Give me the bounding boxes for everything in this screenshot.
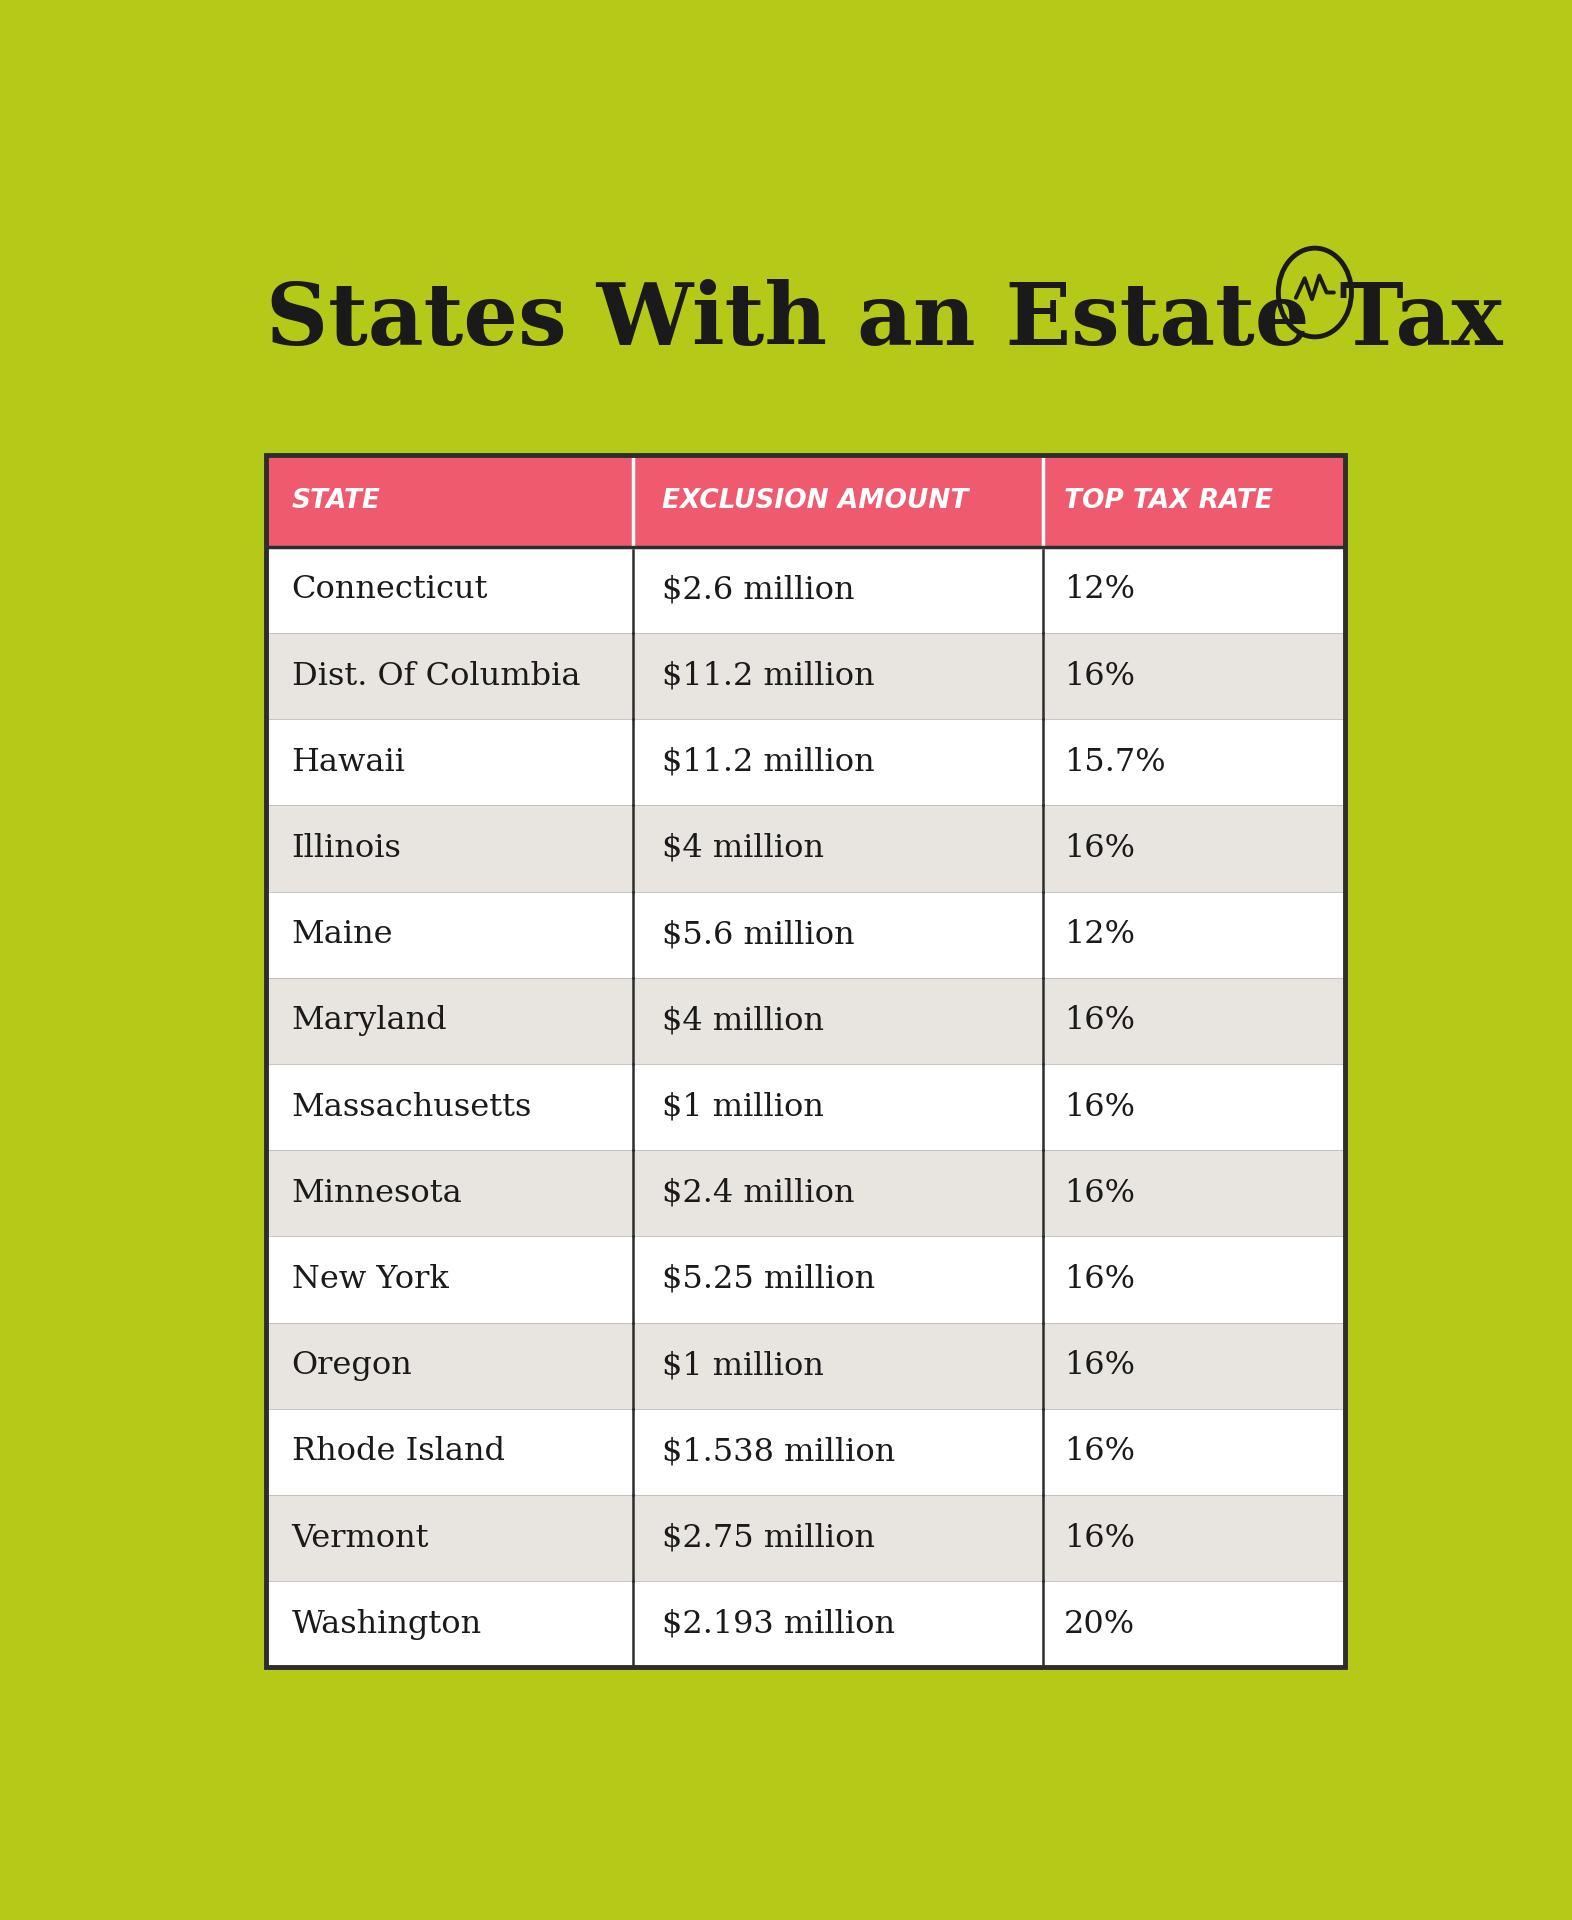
Text: $5.25 million: $5.25 million xyxy=(662,1263,874,1294)
Text: 16%: 16% xyxy=(1064,1350,1135,1380)
Text: 15.7%: 15.7% xyxy=(1064,747,1166,778)
Text: $1.538 million: $1.538 million xyxy=(662,1436,894,1467)
Bar xyxy=(266,977,1346,1064)
Bar xyxy=(266,804,1346,891)
Text: Minnesota: Minnesota xyxy=(292,1177,462,1210)
Text: Vermont: Vermont xyxy=(292,1523,429,1553)
Text: Washington: Washington xyxy=(292,1609,481,1640)
Text: Massachusetts: Massachusetts xyxy=(292,1092,531,1123)
Text: Maryland: Maryland xyxy=(292,1006,448,1037)
Text: 16%: 16% xyxy=(1064,1006,1135,1037)
Text: Maine: Maine xyxy=(292,920,393,950)
Text: $2.4 million: $2.4 million xyxy=(662,1177,854,1210)
Text: 16%: 16% xyxy=(1064,1263,1135,1294)
Text: $11.2 million: $11.2 million xyxy=(662,660,874,691)
Text: 12%: 12% xyxy=(1064,574,1135,605)
Text: Illinois: Illinois xyxy=(292,833,401,864)
Bar xyxy=(266,720,1346,804)
Text: $2.75 million: $2.75 million xyxy=(662,1523,874,1553)
Text: STATE: STATE xyxy=(292,488,380,515)
Text: $1 million: $1 million xyxy=(662,1350,824,1380)
Bar xyxy=(266,1236,1346,1323)
Text: 12%: 12% xyxy=(1064,920,1135,950)
Text: 16%: 16% xyxy=(1064,1523,1135,1553)
Text: $2.6 million: $2.6 million xyxy=(662,574,854,605)
Text: $5.6 million: $5.6 million xyxy=(662,920,854,950)
Text: $2.193 million: $2.193 million xyxy=(662,1609,894,1640)
Text: 16%: 16% xyxy=(1064,1436,1135,1467)
Text: $11.2 million: $11.2 million xyxy=(662,747,874,778)
Bar xyxy=(266,547,1346,634)
Bar xyxy=(266,1409,1346,1496)
Bar xyxy=(266,1150,1346,1236)
Text: Oregon: Oregon xyxy=(292,1350,412,1380)
Bar xyxy=(266,1496,1346,1582)
Bar xyxy=(266,1064,1346,1150)
Text: EXCLUSION AMOUNT: EXCLUSION AMOUNT xyxy=(662,488,968,515)
Text: 16%: 16% xyxy=(1064,833,1135,864)
Text: Connecticut: Connecticut xyxy=(292,574,489,605)
Bar xyxy=(266,455,1346,547)
Bar xyxy=(266,1582,1346,1667)
Text: 16%: 16% xyxy=(1064,1177,1135,1210)
Bar xyxy=(266,455,1346,1667)
Bar xyxy=(266,891,1346,977)
Text: Rhode Island: Rhode Island xyxy=(292,1436,505,1467)
Text: New York: New York xyxy=(292,1263,448,1294)
Text: 20%: 20% xyxy=(1064,1609,1135,1640)
Text: $1 million: $1 million xyxy=(662,1092,824,1123)
Text: TOP TAX RATE: TOP TAX RATE xyxy=(1064,488,1273,515)
Text: States With an Estate Tax: States With an Estate Tax xyxy=(266,280,1503,363)
Text: 16%: 16% xyxy=(1064,1092,1135,1123)
Text: 16%: 16% xyxy=(1064,660,1135,691)
Text: Hawaii: Hawaii xyxy=(292,747,406,778)
Text: $4 million: $4 million xyxy=(662,833,824,864)
Text: Dist. Of Columbia: Dist. Of Columbia xyxy=(292,660,580,691)
Bar xyxy=(266,634,1346,720)
Text: $4 million: $4 million xyxy=(662,1006,824,1037)
Bar xyxy=(266,1323,1346,1409)
